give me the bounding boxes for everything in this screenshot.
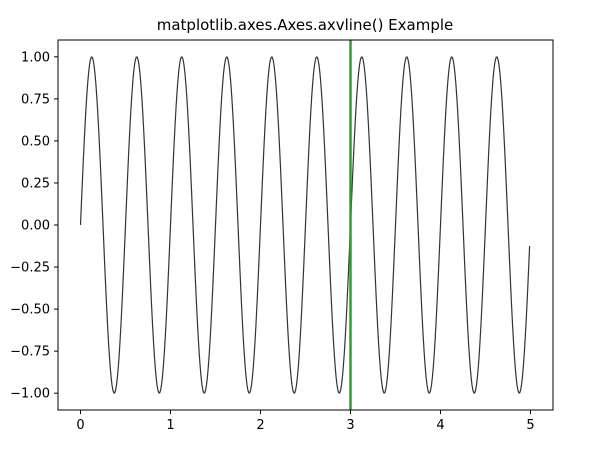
y-axis-ticks: 1.00 0.75 0.50 0.25 0.00 −0.25 −0.50 −0.75 −1.00 — [10, 50, 58, 402]
y-tick-label: −0.50 — [10, 303, 50, 318]
x-axis-ticks: 0 1 2 3 4 5 — [76, 410, 535, 433]
series-layer — [79, 56, 531, 394]
x-tick-label: 0 — [76, 418, 84, 433]
y-tick-label: −0.75 — [10, 345, 50, 360]
y-tick-label: 0.25 — [21, 176, 50, 191]
x-tick-label: 3 — [346, 418, 354, 433]
x-tick-label: 4 — [436, 418, 444, 433]
y-tick-label: 0.00 — [21, 219, 50, 234]
x-tick-label: 1 — [166, 418, 174, 433]
y-tick-label: 1.00 — [21, 50, 50, 65]
x-tick-label: 5 — [526, 418, 534, 433]
y-tick-label: −1.00 — [10, 387, 50, 402]
axes-frame — [57, 39, 554, 411]
y-tick-label: 0.75 — [21, 92, 50, 107]
series-line — [79, 56, 531, 394]
y-tick-label: 0.50 — [21, 134, 50, 149]
y-tick-label: −0.25 — [10, 261, 50, 276]
x-tick-label: 2 — [256, 418, 264, 433]
chart-title: matplotlib.axes.Axes.axvline() Example — [157, 16, 454, 34]
